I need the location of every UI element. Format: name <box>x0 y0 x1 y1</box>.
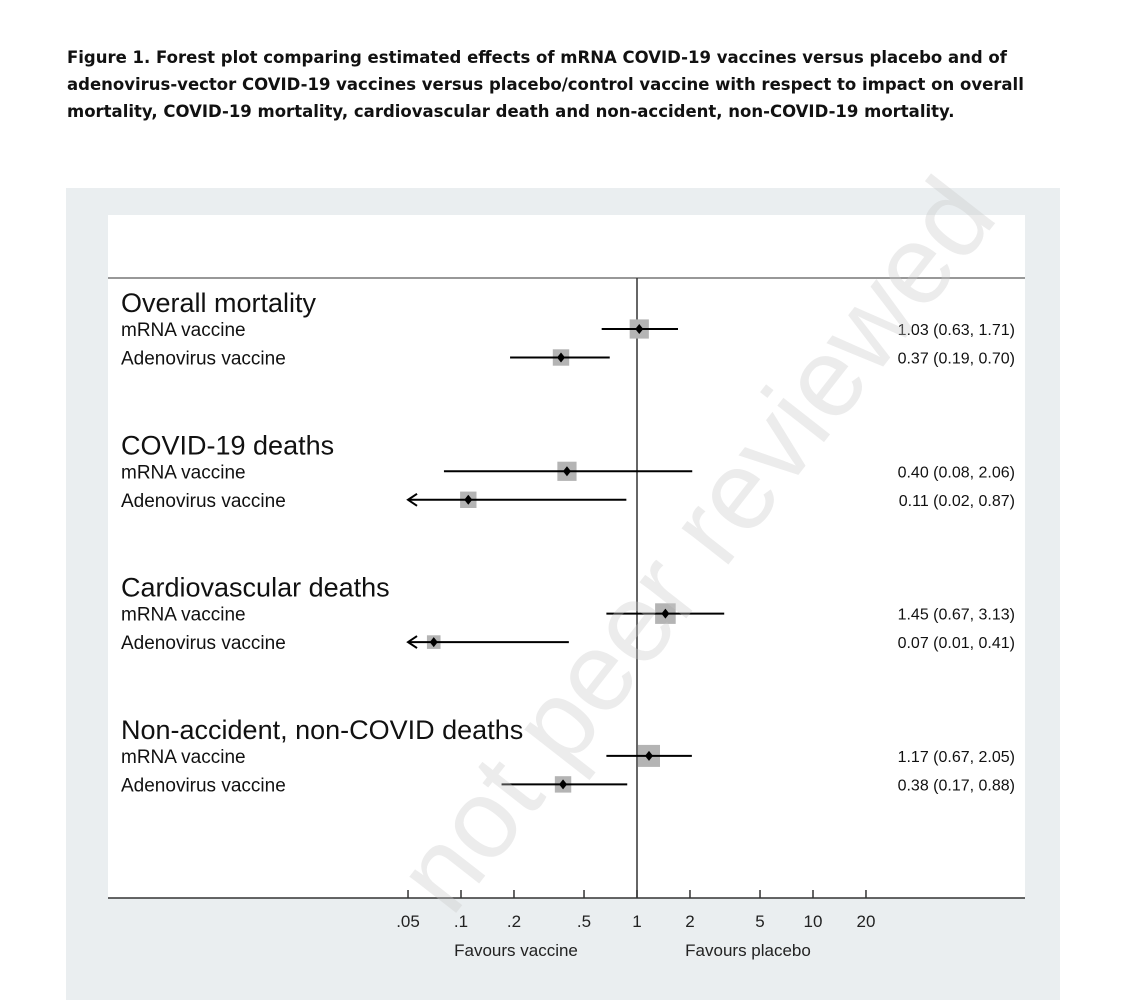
group-title: Non-accident, non-COVID deaths <box>121 715 523 745</box>
group-title: COVID-19 deaths <box>121 430 334 460</box>
estimate-text: 1.45 (0.67, 3.13) <box>898 607 1015 624</box>
truncation-arrow <box>406 492 418 507</box>
row-label: Adenovirus vaccine <box>121 491 286 512</box>
truncation-arrow <box>406 635 418 649</box>
estimate-text: 0.38 (0.17, 0.88) <box>898 777 1015 794</box>
row-label: mRNA vaccine <box>121 320 246 341</box>
x-tick-label: .2 <box>507 912 521 931</box>
estimate-text: 0.11 (0.02, 0.87) <box>899 493 1015 510</box>
x-tick-label: 5 <box>755 912 764 931</box>
group-title: Overall mortality <box>121 288 317 318</box>
x-tick-label: 10 <box>804 912 823 931</box>
point-estimate <box>635 324 644 334</box>
row-label: mRNA vaccine <box>121 605 246 626</box>
xlabel-favours-placebo: Favours placebo <box>685 941 811 960</box>
x-tick-label: .1 <box>454 912 468 931</box>
row-label: Adenovirus vaccine <box>121 633 286 654</box>
x-tick-label: 1 <box>632 912 641 931</box>
figure-caption: Figure 1. Forest plot comparing estimate… <box>67 48 1024 121</box>
point-estimate <box>464 494 473 505</box>
row-label: Adenovirus vaccine <box>121 349 286 370</box>
x-tick-label: 2 <box>685 912 694 931</box>
point-estimate <box>661 608 670 619</box>
estimate-text: 1.03 (0.63, 1.71) <box>898 322 1015 339</box>
point-estimate <box>559 779 568 790</box>
row-label: mRNA vaccine <box>121 462 246 483</box>
xlabel-favours-vaccine: Favours vaccine <box>454 941 578 960</box>
group-title: Cardiovascular deaths <box>121 573 390 603</box>
x-tick-label: .5 <box>577 912 591 931</box>
estimate-text: 0.40 (0.08, 2.06) <box>898 464 1015 481</box>
estimate-text: 0.07 (0.01, 0.41) <box>898 635 1015 652</box>
x-tick-label: 20 <box>857 912 876 931</box>
point-estimate <box>557 352 566 363</box>
x-tick-label: .05 <box>396 912 420 931</box>
point-estimate <box>645 750 654 761</box>
point-estimate <box>429 637 438 648</box>
estimate-text: 0.37 (0.19, 0.70) <box>898 351 1015 368</box>
estimate-text: 1.17 (0.67, 2.05) <box>898 749 1015 766</box>
point-estimate <box>562 466 571 477</box>
row-label: Adenovirus vaccine <box>121 775 286 796</box>
row-label: mRNA vaccine <box>121 747 246 768</box>
